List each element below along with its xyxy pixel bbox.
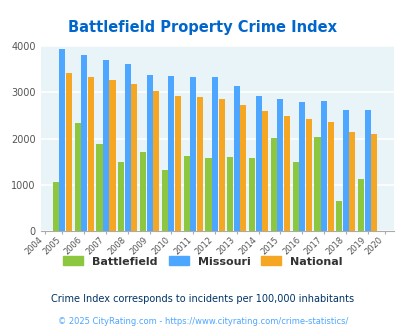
Bar bbox=[370, 134, 376, 231]
Bar bbox=[205, 158, 211, 231]
Bar bbox=[109, 81, 115, 231]
Bar bbox=[292, 162, 298, 231]
Bar bbox=[270, 138, 276, 231]
Bar bbox=[81, 54, 87, 231]
Bar bbox=[283, 116, 289, 231]
Bar bbox=[140, 152, 146, 231]
Bar bbox=[320, 101, 326, 231]
Bar bbox=[183, 156, 189, 231]
Bar bbox=[255, 96, 261, 231]
Bar bbox=[233, 86, 239, 231]
Bar bbox=[146, 75, 152, 231]
Bar bbox=[59, 49, 65, 231]
Bar bbox=[168, 76, 174, 231]
Text: Battlefield Property Crime Index: Battlefield Property Crime Index bbox=[68, 20, 337, 35]
Text: Crime Index corresponds to incidents per 100,000 inhabitants: Crime Index corresponds to incidents per… bbox=[51, 294, 354, 304]
Bar bbox=[53, 182, 59, 231]
Bar bbox=[327, 122, 333, 231]
Bar bbox=[131, 83, 137, 231]
Bar bbox=[211, 77, 217, 231]
Bar bbox=[175, 96, 181, 231]
Bar bbox=[196, 97, 202, 231]
Bar bbox=[153, 91, 159, 231]
Bar bbox=[277, 99, 283, 231]
Bar bbox=[87, 77, 94, 231]
Bar bbox=[190, 77, 196, 231]
Bar bbox=[348, 132, 354, 231]
Bar bbox=[342, 110, 348, 231]
Bar bbox=[248, 158, 254, 231]
Bar bbox=[218, 99, 224, 231]
Bar bbox=[335, 201, 341, 231]
Bar bbox=[162, 170, 168, 231]
Bar bbox=[227, 157, 233, 231]
Bar bbox=[103, 60, 109, 231]
Legend: Battlefield, Missouri, National: Battlefield, Missouri, National bbox=[63, 256, 342, 267]
Bar bbox=[75, 123, 81, 231]
Bar bbox=[118, 162, 124, 231]
Bar bbox=[66, 73, 72, 231]
Bar bbox=[364, 110, 370, 231]
Bar bbox=[240, 105, 246, 231]
Bar bbox=[357, 179, 363, 231]
Bar bbox=[96, 144, 102, 231]
Bar bbox=[262, 111, 268, 231]
Bar bbox=[314, 137, 320, 231]
Bar bbox=[298, 102, 305, 231]
Bar bbox=[124, 64, 130, 231]
Bar bbox=[305, 119, 311, 231]
Text: © 2025 CityRating.com - https://www.cityrating.com/crime-statistics/: © 2025 CityRating.com - https://www.city… bbox=[58, 317, 347, 326]
